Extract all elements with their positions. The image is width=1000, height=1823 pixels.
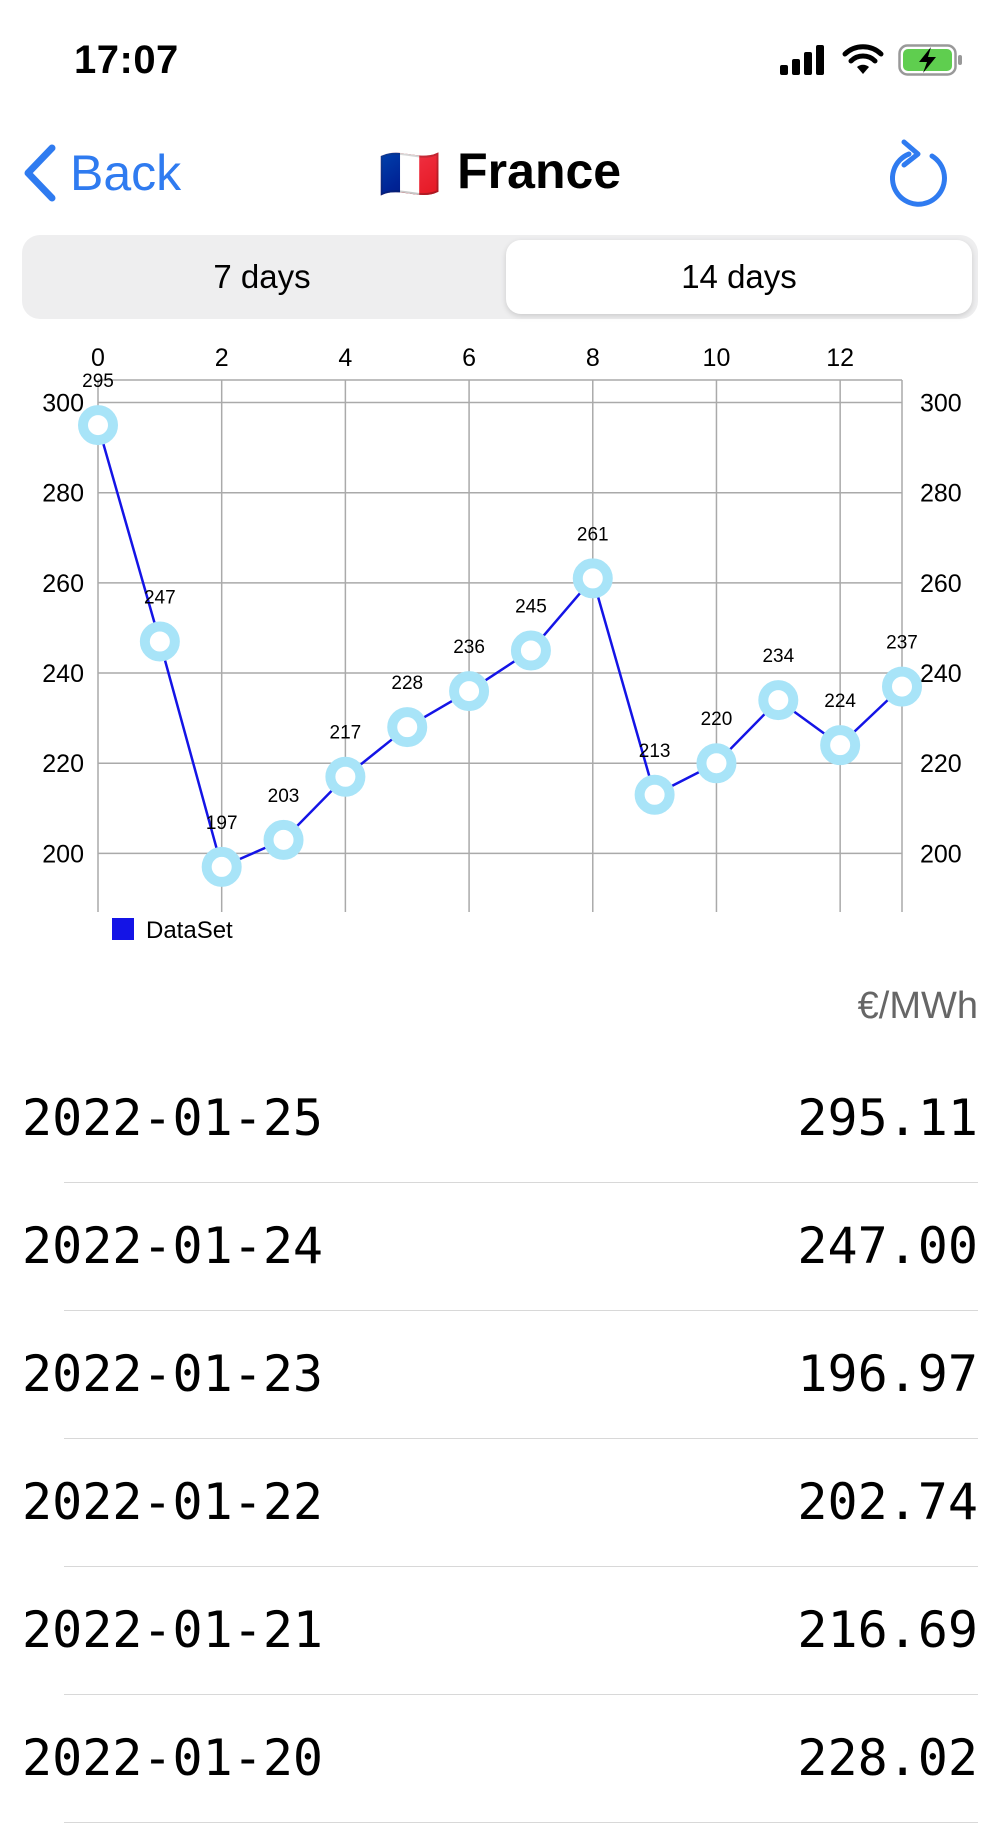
y-tick-label-left: 240 bbox=[42, 660, 84, 688]
row-date: 2022-01-20 bbox=[22, 1729, 324, 1787]
row-date: 2022-01-25 bbox=[22, 1089, 324, 1147]
data-label: 261 bbox=[577, 524, 609, 545]
data-label: 247 bbox=[144, 587, 176, 608]
list-item[interactable]: 2022-01-24 247.00 bbox=[0, 1183, 1000, 1311]
data-point bbox=[572, 558, 613, 599]
data-label: 217 bbox=[330, 723, 362, 744]
page-title: 🇫🇷 France bbox=[0, 142, 1000, 204]
x-tick-label: 0 bbox=[91, 344, 105, 372]
data-point bbox=[387, 707, 428, 748]
data-point bbox=[263, 819, 304, 860]
row-price: 216.69 bbox=[797, 1601, 978, 1659]
legend-label: DataSet bbox=[146, 917, 233, 944]
list-item[interactable]: 2022-01-22 202.74 bbox=[0, 1439, 1000, 1567]
x-tick-label: 6 bbox=[462, 344, 476, 372]
x-tick-label: 12 bbox=[826, 344, 854, 372]
price-list: 2022-01-25 295.11 2022-01-24 247.00 2022… bbox=[0, 1055, 1000, 1823]
y-tick-label-right: 300 bbox=[920, 390, 962, 418]
data-label: 236 bbox=[453, 637, 485, 658]
y-tick-label-right: 200 bbox=[920, 840, 962, 868]
list-item[interactable]: 2022-01-21 216.69 bbox=[0, 1567, 1000, 1695]
data-label: 220 bbox=[701, 709, 733, 730]
back-button[interactable]: Back bbox=[22, 144, 181, 202]
chart-tick-labels: 0 2 4 6 8 10 12 200 200 220 220 240 240 260 260 280 280 3… bbox=[42, 344, 961, 868]
nav-bar: Back 🇫🇷 France bbox=[0, 120, 1000, 230]
data-label: 234 bbox=[762, 646, 794, 667]
refresh-icon bbox=[890, 139, 947, 207]
y-tick-label-left: 300 bbox=[42, 390, 84, 418]
data-label: 203 bbox=[268, 786, 300, 807]
y-tick-label-right: 280 bbox=[920, 480, 962, 508]
row-price: 202.74 bbox=[797, 1473, 978, 1531]
data-point bbox=[139, 621, 180, 662]
range-segmented-control: 7 days 14 days bbox=[22, 235, 978, 319]
data-point bbox=[510, 630, 551, 671]
row-price: 196.97 bbox=[797, 1345, 978, 1403]
wifi-icon bbox=[842, 44, 884, 74]
y-tick-label-left: 260 bbox=[42, 570, 84, 598]
back-label: Back bbox=[70, 145, 182, 201]
status-time: 17:07 bbox=[74, 38, 179, 82]
x-tick-label: 4 bbox=[338, 344, 352, 372]
y-tick-label-right: 240 bbox=[920, 660, 962, 688]
row-divider bbox=[64, 1694, 978, 1695]
refresh-button[interactable] bbox=[884, 138, 950, 217]
data-point bbox=[820, 725, 861, 766]
legend-swatch bbox=[112, 918, 134, 940]
x-tick-label: 10 bbox=[703, 344, 731, 372]
list-item[interactable]: 2022-01-23 196.97 bbox=[0, 1311, 1000, 1439]
list-item[interactable]: 2022-01-25 295.11 bbox=[0, 1055, 1000, 1183]
data-point bbox=[882, 666, 922, 707]
y-tick-label-left: 220 bbox=[42, 750, 84, 778]
row-date: 2022-01-21 bbox=[22, 1601, 324, 1659]
y-tick-label-left: 200 bbox=[42, 840, 84, 868]
data-point bbox=[758, 680, 799, 721]
data-label: 213 bbox=[639, 741, 671, 762]
row-date: 2022-01-23 bbox=[22, 1345, 324, 1403]
chevron-left-icon bbox=[24, 144, 56, 202]
unit-label: €/MWh bbox=[857, 985, 978, 1027]
status-icons bbox=[780, 44, 964, 76]
row-divider bbox=[64, 1182, 978, 1183]
row-divider bbox=[64, 1566, 978, 1567]
tab-7-days[interactable]: 7 days bbox=[213, 258, 311, 295]
data-point bbox=[696, 743, 737, 784]
data-point bbox=[325, 756, 366, 797]
chart-points: 295 247 197 203 217 228 236 245 261 213 220 234 224 2… bbox=[78, 371, 922, 887]
y-tick-label-right: 220 bbox=[920, 750, 962, 778]
data-point bbox=[449, 671, 490, 712]
row-price: 247.00 bbox=[797, 1217, 978, 1275]
page-title-text: France bbox=[457, 143, 622, 199]
row-date: 2022-01-22 bbox=[22, 1473, 324, 1531]
data-label: 197 bbox=[206, 813, 238, 834]
data-label: 228 bbox=[391, 673, 423, 694]
row-date: 2022-01-24 bbox=[22, 1217, 324, 1275]
flag-icon: 🇫🇷 bbox=[378, 146, 442, 203]
row-price: 228.02 bbox=[797, 1729, 978, 1787]
price-line-chart: 0 2 4 6 8 10 12 200 200 220 220 240 240 260 260 280 280 3… bbox=[42, 344, 961, 944]
data-point bbox=[201, 846, 242, 887]
x-tick-label: 8 bbox=[586, 344, 600, 372]
y-tick-label-left: 280 bbox=[42, 480, 84, 508]
data-label: 245 bbox=[515, 597, 547, 618]
list-item[interactable]: 2022-01-20 228.02 bbox=[0, 1695, 1000, 1823]
data-point bbox=[78, 405, 118, 446]
x-tick-label: 2 bbox=[215, 344, 229, 372]
chart-grid bbox=[97, 379, 903, 912]
data-label: 224 bbox=[824, 691, 856, 712]
cellular-signal-icon bbox=[780, 45, 824, 75]
data-label: 237 bbox=[886, 633, 918, 654]
row-price: 295.11 bbox=[797, 1089, 978, 1147]
data-label: 295 bbox=[82, 371, 114, 392]
status-bar: 17:07 bbox=[0, 0, 1000, 120]
tab-14-days[interactable]: 14 days bbox=[506, 240, 972, 314]
row-divider bbox=[64, 1310, 978, 1311]
data-point bbox=[634, 774, 675, 815]
row-divider bbox=[64, 1438, 978, 1439]
chart-legend: DataSet bbox=[112, 917, 233, 944]
battery-charging-icon bbox=[898, 44, 962, 76]
y-tick-label-right: 260 bbox=[920, 570, 962, 598]
